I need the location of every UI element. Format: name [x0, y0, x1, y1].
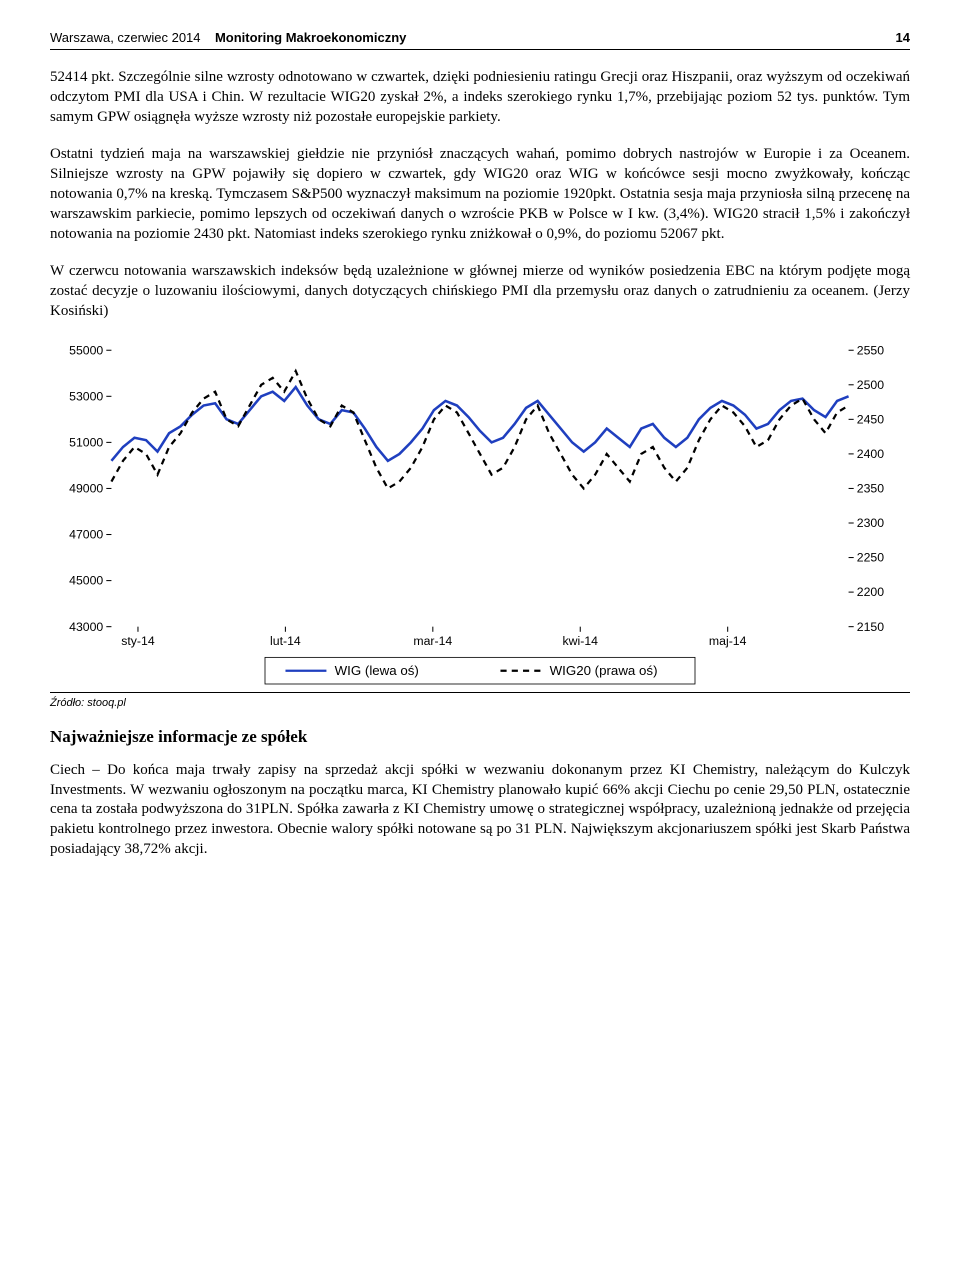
page-number: 14 — [896, 30, 910, 45]
body-paragraph-1: 52414 pkt. Szczególnie silne wzrosty odn… — [50, 68, 910, 127]
svg-text:sty-14: sty-14 — [121, 634, 155, 648]
svg-text:maj-14: maj-14 — [709, 634, 747, 648]
svg-text:2500: 2500 — [857, 378, 884, 392]
svg-text:kwi-14: kwi-14 — [563, 634, 599, 648]
wig-wig20-chart: 43000 45000 47000 49000 51000 53000 55000 2150 2… — [50, 340, 910, 688]
svg-text:45000: 45000 — [69, 573, 103, 587]
svg-text:43000: 43000 — [69, 620, 103, 634]
svg-text:2150: 2150 — [857, 620, 884, 634]
svg-text:2200: 2200 — [857, 585, 884, 599]
svg-text:mar-14: mar-14 — [413, 634, 452, 648]
chart-source: Źródło: stooq.pl — [50, 692, 910, 709]
svg-text:2450: 2450 — [857, 412, 884, 426]
header-location-date: Warszawa, czerwiec 2014 — [50, 30, 201, 45]
body-paragraph-4: Ciech – Do końca maja trwały zapisy na s… — [50, 761, 910, 860]
page-header: Warszawa, czerwiec 2014 Monitoring Makro… — [50, 30, 910, 45]
svg-text:lut-14: lut-14 — [270, 634, 301, 648]
chart-svg: 43000 45000 47000 49000 51000 53000 55000 2150 2… — [50, 340, 910, 688]
svg-text:53000: 53000 — [69, 389, 103, 403]
svg-text:2350: 2350 — [857, 481, 884, 495]
svg-text:2550: 2550 — [857, 343, 884, 357]
svg-text:55000: 55000 — [69, 343, 103, 357]
body-paragraph-2: Ostatni tydzień maja na warszawskiej gie… — [50, 145, 910, 244]
svg-text:WIG20 (prawa oś): WIG20 (prawa oś) — [550, 663, 658, 678]
header-title: Monitoring Makroekonomiczny — [215, 30, 406, 45]
svg-text:2250: 2250 — [857, 550, 884, 564]
svg-text:2300: 2300 — [857, 516, 884, 530]
svg-text:51000: 51000 — [69, 435, 103, 449]
body-paragraph-3: W czerwcu notowania warszawskich indeksó… — [50, 262, 910, 321]
svg-text:49000: 49000 — [69, 481, 103, 495]
svg-text:WIG (lewa oś): WIG (lewa oś) — [335, 663, 419, 678]
header-meta: Warszawa, czerwiec 2014 Monitoring Makro… — [50, 30, 406, 45]
header-rule — [50, 49, 910, 50]
svg-text:2400: 2400 — [857, 447, 884, 461]
svg-text:47000: 47000 — [69, 527, 103, 541]
section-heading: Najważniejsze informacje ze spółek — [50, 727, 910, 747]
